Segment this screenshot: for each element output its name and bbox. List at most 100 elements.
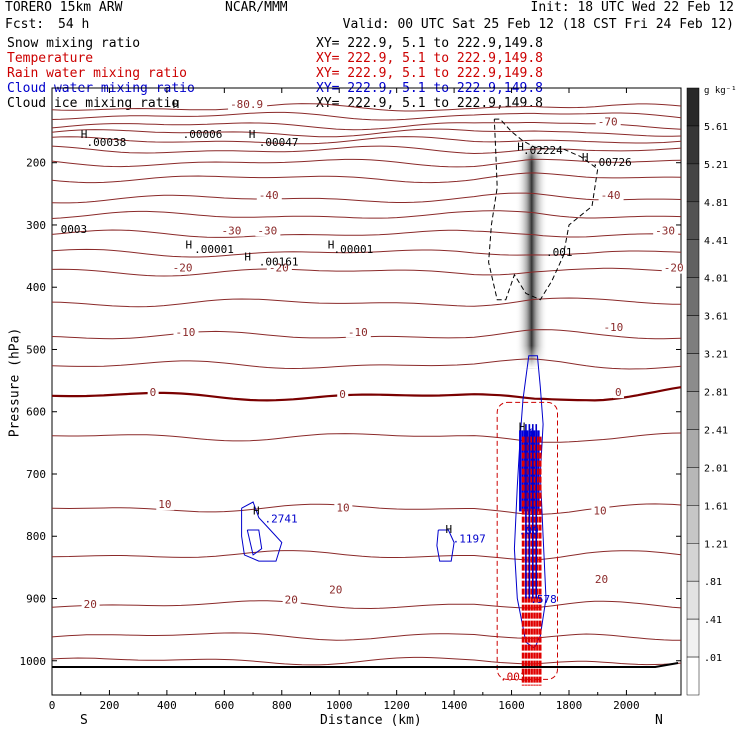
forecast-hour-value: 54 h [58, 17, 90, 32]
temperature-contour-label: 20 [595, 573, 608, 586]
colorbar: 5.61 5.21 4.81 4.41 4.01 3.61 3.21 2.81 2.41 2.01… [686, 87, 728, 696]
x-axis-tick-label: 200 [100, 699, 120, 712]
plot-area: -80.9 -70 -40 -40 -30 -30 -30 -20 -20 -20 -10 -10 -1… [20, 87, 687, 712]
x-axis-tick-label: 1600 [498, 699, 525, 712]
colorbar-level-label: 5.21 [704, 160, 728, 171]
contour-label-bg [612, 388, 624, 399]
contour-label-bg [156, 500, 175, 511]
max-marker-h: H [519, 420, 526, 433]
max-marker-h: H [328, 239, 335, 252]
colorbar-swatch [686, 467, 700, 506]
extremum-value-label: .00047 [259, 136, 299, 149]
y-axis-tick-label: 600 [26, 406, 46, 419]
temperature-contour [51, 145, 682, 155]
extremum-value-label: .00 [519, 524, 539, 537]
contour-label-bg [334, 503, 353, 514]
colorbar-level-label: 3.61 [704, 312, 728, 323]
contour-label-bg [661, 263, 687, 274]
contour-label-bg [170, 263, 196, 274]
max-marker-h: H [81, 128, 88, 141]
temperature-contour [51, 192, 682, 204]
contour-label-bg [282, 595, 301, 606]
colorbar-level-label: 2.81 [704, 388, 728, 399]
temperature-contour [51, 358, 682, 370]
colorbar-level-label: 5.61 [704, 122, 728, 133]
extremum-value-label: .00001 [194, 243, 234, 256]
colorbar-swatch [686, 163, 700, 203]
temperature-contour-label: -30 [257, 224, 277, 237]
temperature-contour [51, 600, 682, 610]
temperature-contour [51, 128, 682, 138]
x-axis-tick-label: 1800 [556, 699, 583, 712]
colorbar-swatch [686, 239, 700, 278]
y-axis-tick-label: 200 [26, 157, 46, 170]
temperature-contour-label: -10 [348, 326, 368, 339]
south-label: S [80, 713, 88, 728]
x-axis-tick-label: 400 [157, 699, 177, 712]
temperature-contour-label: -20 [269, 262, 289, 275]
temperature-contour [51, 103, 682, 112]
temperature-contour [51, 122, 682, 131]
x-axis-tick-label: 1000 [326, 699, 353, 712]
extremum-value-label: .6 [522, 427, 535, 440]
colorbar-level-label: 2.41 [704, 425, 728, 436]
contour-label-bg [256, 190, 282, 201]
contour-label-bg [591, 506, 610, 517]
temperature-contour-label: 0 [150, 386, 157, 399]
extremum-value-label: .00038 [86, 136, 126, 149]
extremum-value-label: .2741 [265, 513, 298, 526]
temperature-contour [51, 550, 682, 561]
temperature-contour [51, 172, 682, 184]
colorbar-swatch [686, 656, 700, 696]
contour-label-bg [147, 388, 159, 399]
temperature-contour-label: -70 [598, 115, 618, 128]
y-axis-tick-label: 400 [26, 281, 46, 294]
max-marker-h: H [249, 128, 256, 141]
x-axis-tick-label: 2000 [613, 699, 640, 712]
temperature-contour [51, 136, 682, 145]
temperature-contour-label: 10 [593, 504, 606, 517]
contour-label-bg [653, 226, 679, 237]
snow-column-fade [515, 144, 548, 369]
colorbar-swatch [686, 543, 700, 582]
contour-label-bg [219, 226, 245, 237]
y-axis-title: Pressure (hPa) [7, 327, 23, 438]
rain-outline-contour [496, 401, 558, 680]
colorbar-level-label: 2.01 [704, 463, 728, 474]
colorbar-level-label: 1.21 [704, 539, 728, 550]
colorbar-swatch [686, 505, 700, 544]
colorbar-level-label: 4.01 [704, 274, 728, 285]
x-axis-title: Distance (km) [320, 713, 422, 728]
field-temperature-label: Temperature [7, 51, 94, 66]
max-marker-h: H [186, 239, 193, 252]
colorbar-level-label: .41 [704, 615, 722, 626]
xy-endpoints-rain: XY= 222.9, 5.1 to 222.9,149.8 [316, 66, 543, 81]
temperature-contour-label: 10 [336, 501, 349, 514]
contour-label-bg [228, 99, 268, 110]
temperature-contour [51, 248, 682, 258]
colorbar-swatch [686, 618, 700, 658]
colorbar-swatch [686, 580, 700, 620]
max-marker-h: H [253, 504, 260, 517]
temperature-contour-label: 20 [329, 584, 342, 597]
max-marker-h: H [445, 523, 452, 536]
colorbar-unit: g kg⁻¹ [704, 86, 737, 96]
contour-label-bg [81, 599, 100, 610]
temperature-contour [51, 432, 682, 443]
cloud-water-contour [246, 529, 263, 556]
extremum-value-label: .00161 [259, 255, 299, 268]
temperature-contour-label: -20 [173, 262, 193, 275]
colorbar-swatch [686, 391, 700, 430]
x-axis-tick-label: 600 [214, 699, 234, 712]
extremum-value-label: .578 [530, 593, 557, 606]
extremum-value-label: .02224 [523, 144, 563, 157]
temperature-contour-label: 0 [615, 386, 622, 399]
colorbar-swatch [686, 125, 700, 165]
colorbar-level-label: .81 [704, 577, 722, 588]
x-axis-tick-label: 1400 [441, 699, 468, 712]
contour-label-bg [598, 190, 624, 201]
contour-label-bg [592, 574, 611, 585]
terrain-line [52, 662, 679, 668]
north-label: N [655, 713, 663, 728]
